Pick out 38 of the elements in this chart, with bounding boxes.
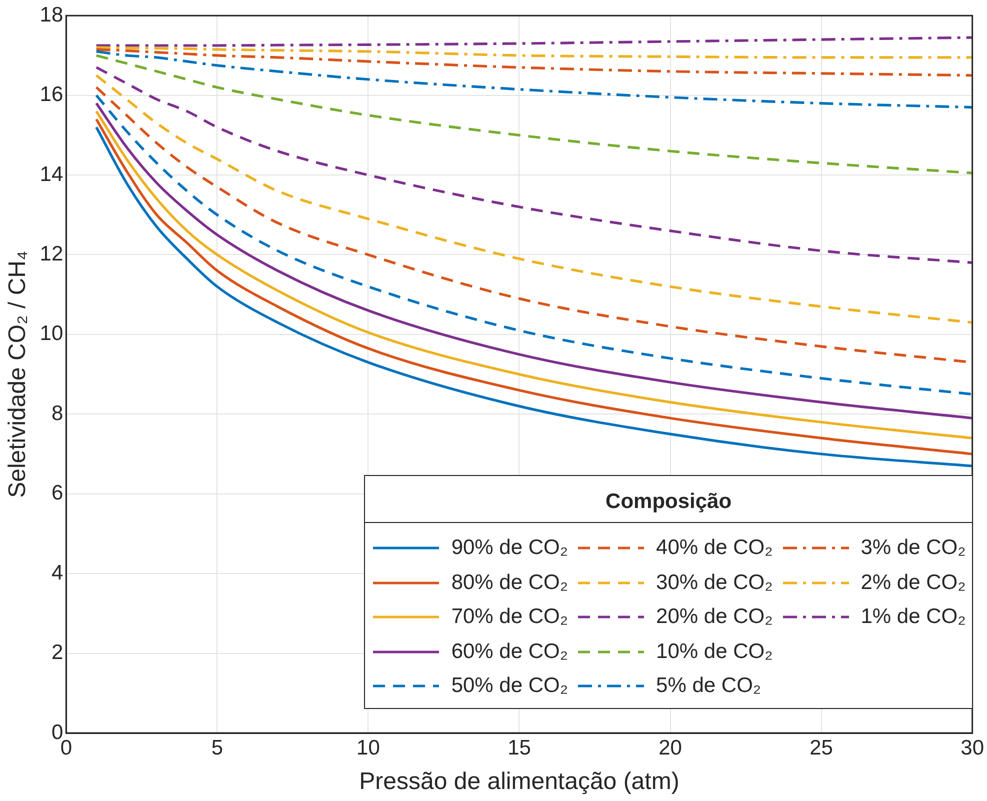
line-series [95, 74, 972, 324]
y-tick-label: 6 [51, 482, 64, 505]
x-tick-label: 5 [211, 736, 224, 760]
legend-label: 30% de CO₂ [656, 570, 773, 595]
y-tick-label: 14 [40, 162, 64, 186]
x-tick-label: 15 [508, 736, 531, 760]
y-tick-label: 18 [40, 3, 64, 26]
legend-title: Composição [365, 476, 972, 523]
line-series [95, 36, 972, 47]
legend-label: 90% de CO₂ [451, 536, 568, 560]
legend-label: 40% de CO₂ [656, 536, 773, 560]
legend-label: 10% de CO₂ [656, 640, 773, 664]
legend-label: 50% de CO₂ [451, 674, 568, 698]
y-tick-label: 12 [40, 242, 64, 266]
x-tick-label: 20 [658, 736, 682, 760]
x-axis-title: Pressão de alimentação (atm) [359, 768, 680, 796]
y-axis-title: Seletividade CO₂ / CH₄ [4, 250, 32, 498]
x-tick-label: 30 [960, 736, 984, 760]
legend-label: 5% de CO₂ [656, 674, 762, 698]
y-tick-label: 2 [51, 641, 64, 664]
line-series [95, 46, 972, 59]
y-tick-label: 8 [51, 402, 64, 425]
y-tick-label: 16 [40, 83, 64, 106]
y-tick-label: 10 [40, 322, 64, 346]
line-series [95, 48, 972, 77]
line-series [95, 54, 972, 174]
legend-label: 3% de CO₂ [860, 536, 966, 560]
legend-label: 2% de CO₂ [860, 570, 966, 595]
legend-label: 1% de CO₂ [860, 605, 966, 630]
line-series [95, 50, 972, 109]
x-tick-label: 10 [356, 736, 380, 760]
legend-label: 60% de CO₂ [451, 640, 568, 664]
y-tick-label: 4 [51, 561, 64, 584]
legend-label: 20% de CO₂ [656, 605, 773, 630]
x-tick-label: 25 [810, 736, 833, 760]
legend-label: 70% de CO₂ [451, 605, 568, 630]
line-series [95, 66, 972, 264]
legend-label: 80% de CO₂ [451, 570, 568, 595]
